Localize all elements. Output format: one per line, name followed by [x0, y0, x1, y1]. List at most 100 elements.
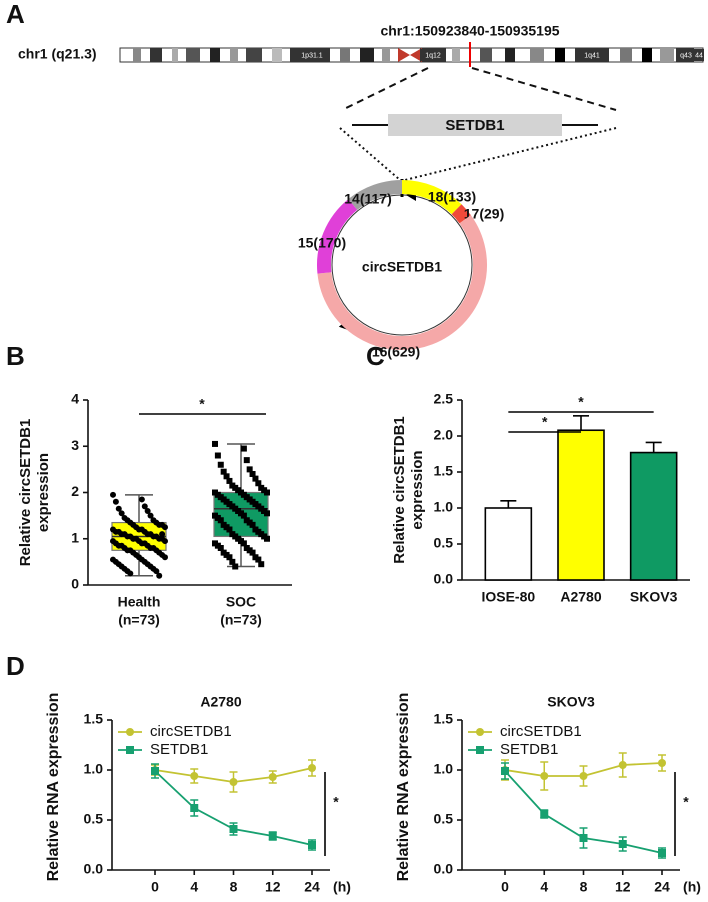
locus: chr1:150923840-150935195 [380, 23, 559, 39]
gene-box [388, 114, 562, 136]
data-point [264, 535, 270, 542]
x-tick-label: SOC [226, 594, 256, 610]
y-tick-label: 1.0 [434, 499, 454, 515]
data-point [264, 489, 270, 496]
circ-name: circSETDB1 [362, 259, 442, 275]
data-point [618, 840, 627, 848]
data-point [232, 563, 239, 570]
panel-label: B [6, 341, 25, 371]
data-point [658, 849, 666, 857]
x-tick-label: 0 [501, 879, 509, 895]
data-point [249, 471, 256, 477]
panel-label: C [366, 341, 385, 371]
data-point [162, 538, 168, 545]
data-point [243, 457, 250, 464]
y-axis-label: Relative circSETDB1 [391, 416, 408, 564]
y-tick-label: 1.0 [434, 761, 454, 777]
chrom-label: chr1 (q21.3) [18, 46, 97, 62]
data-point [252, 475, 259, 482]
y-tick-label: 4 [71, 391, 79, 407]
data-point [214, 452, 221, 459]
significance: * [683, 794, 689, 810]
legend-label: SETDB1 [150, 741, 208, 758]
band-label: 1q41 [584, 52, 600, 59]
data-point [130, 535, 137, 542]
data-point [153, 568, 160, 575]
band-label-bg [294, 49, 330, 61]
significance: * [333, 794, 339, 810]
data-point [118, 510, 125, 517]
data-point [159, 531, 166, 538]
exon-arc [401, 180, 462, 215]
data-point [268, 832, 277, 840]
band-label-bg [694, 49, 704, 61]
exon-arc [348, 180, 403, 211]
data-point [579, 834, 588, 842]
data-point [217, 517, 224, 524]
y-tick-label: 0.5 [434, 535, 454, 551]
x-tick-label: 8 [580, 879, 588, 895]
data-point [658, 759, 666, 767]
legend-marker [126, 746, 134, 754]
data-point [144, 508, 151, 514]
y-tick-label: 2.0 [434, 427, 454, 443]
y-tick-label: 2 [71, 483, 79, 499]
data-point [217, 461, 224, 468]
x-tick-label: A2780 [560, 589, 601, 605]
exon-label: 17(29) [464, 206, 504, 222]
data-point [240, 540, 247, 547]
data-point [255, 480, 262, 487]
data-point [229, 558, 236, 565]
y-tick-label: 1.5 [434, 711, 454, 727]
data-point [540, 810, 549, 818]
data-point [268, 773, 277, 781]
y-tick-label: 0.0 [84, 861, 104, 877]
x-tick-label: 4 [540, 879, 548, 895]
bar [484, 507, 533, 581]
y-tick-label: 1.5 [84, 711, 104, 727]
data-point [147, 512, 154, 519]
x-tick-label: 8 [230, 879, 238, 895]
data-point [110, 491, 116, 498]
x-tick-label: 12 [615, 879, 631, 895]
y-tick-label: 1 [71, 529, 79, 545]
data-point [226, 526, 233, 533]
data-point [258, 561, 265, 568]
y-axis-label: Relative RNA expression [45, 693, 62, 882]
x-tick-label: 0 [151, 879, 159, 895]
data-point [255, 556, 262, 563]
data-point [226, 477, 233, 484]
y-tick-label: 0.0 [434, 571, 454, 587]
centromere [398, 48, 410, 62]
exon-label: 18(133) [428, 189, 476, 205]
y-tick-label: 1.5 [434, 463, 454, 479]
band-label-bg [420, 49, 446, 61]
zoom-line [404, 127, 617, 181]
centromere [410, 48, 422, 62]
data-point [226, 554, 233, 561]
data-point [141, 503, 148, 510]
data-point [112, 498, 119, 505]
data-point [229, 825, 238, 833]
data-point [240, 512, 247, 519]
data-point [162, 554, 168, 561]
y-axis-label: Relative circSETDB1 [17, 419, 34, 567]
y-axis-label: expression [409, 450, 426, 529]
legend-label: SETDB1 [500, 741, 558, 758]
bar [557, 429, 605, 581]
data-point [501, 767, 509, 775]
chart-title: A2780 [200, 694, 241, 710]
legend-label: circSETDB1 [500, 723, 582, 740]
y-tick-label: 0 [71, 576, 79, 592]
x-tick-label: SKOV3 [630, 589, 678, 605]
x-unit: (h) [683, 879, 701, 895]
data-point [138, 496, 145, 503]
x-tick-label: Health [118, 594, 161, 610]
significance: * [199, 396, 205, 412]
data-point [308, 841, 316, 849]
x-tick-note: (n=73) [220, 612, 262, 628]
data-point [579, 772, 588, 780]
y-tick-label: 0.5 [84, 811, 104, 827]
